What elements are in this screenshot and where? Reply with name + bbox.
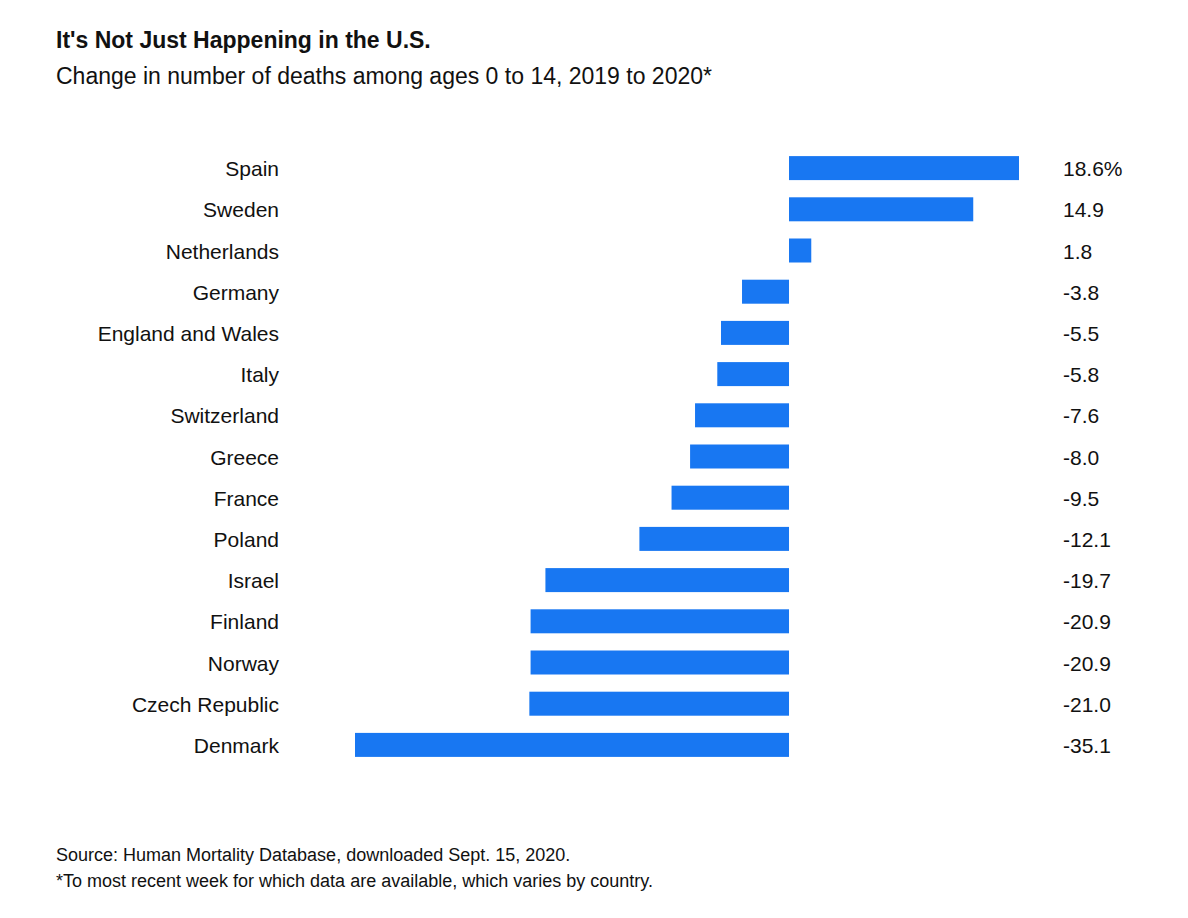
data-label: 14.9 xyxy=(1063,198,1104,221)
bar xyxy=(690,445,789,469)
data-label: -35.1 xyxy=(1063,734,1111,757)
bar xyxy=(789,156,1019,180)
bar xyxy=(531,609,789,633)
title: It's Not Just Happening in the U.S. xyxy=(56,27,431,53)
category-label: Denmark xyxy=(194,734,280,757)
bar xyxy=(355,733,789,757)
bar xyxy=(639,527,789,551)
category-label: Czech Republic xyxy=(132,693,279,716)
data-label: -20.9 xyxy=(1063,610,1111,633)
data-label: -3.8 xyxy=(1063,281,1099,304)
category-label: Sweden xyxy=(203,198,279,221)
data-label: -5.5 xyxy=(1063,322,1099,345)
source: Source: Human Mortality Database, downlo… xyxy=(56,845,570,865)
bar xyxy=(529,692,789,716)
bar xyxy=(721,321,789,345)
bar xyxy=(695,403,789,427)
category-label: Germany xyxy=(193,281,280,304)
category-label: Poland xyxy=(214,528,279,551)
subtitle: Change in number of deaths among ages 0 … xyxy=(56,63,712,89)
category-label: Spain xyxy=(225,157,279,180)
footnote: *To most recent week for which data are … xyxy=(56,871,653,891)
bars xyxy=(355,156,1019,757)
category-label: Netherlands xyxy=(166,240,279,263)
category-label: Italy xyxy=(240,363,279,386)
category-label: Switzerland xyxy=(170,404,279,427)
category-label: Norway xyxy=(208,652,280,675)
bar xyxy=(545,568,789,592)
data-label: 18.6% xyxy=(1063,157,1123,180)
bar xyxy=(717,362,789,386)
data-label: -12.1 xyxy=(1063,528,1111,551)
bar xyxy=(742,280,789,304)
data-label: -20.9 xyxy=(1063,652,1111,675)
data-label: 1.8 xyxy=(1063,240,1092,263)
category-label: Finland xyxy=(210,610,279,633)
chart: It's Not Just Happening in the U.S. Chang… xyxy=(0,0,1188,918)
data-label: -19.7 xyxy=(1063,569,1111,592)
data-label: -5.8 xyxy=(1063,363,1099,386)
category-label: Israel xyxy=(228,569,279,592)
bar xyxy=(672,486,789,510)
data-label: -8.0 xyxy=(1063,446,1099,469)
bar xyxy=(531,651,789,675)
bar xyxy=(789,239,811,263)
category-label: England and Wales xyxy=(98,322,279,345)
data-label: -9.5 xyxy=(1063,487,1099,510)
data-label: -21.0 xyxy=(1063,693,1111,716)
chart-root: It's Not Just Happening in the U.S. Chang… xyxy=(0,0,1188,918)
bar xyxy=(789,197,973,221)
data-label: -7.6 xyxy=(1063,404,1099,427)
category-label: France xyxy=(214,487,279,510)
category-label: Greece xyxy=(210,446,279,469)
